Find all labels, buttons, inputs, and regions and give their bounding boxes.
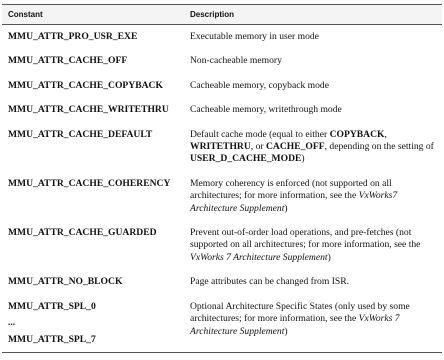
- description-text: Prevent out-of-order load operations, an…: [190, 227, 421, 251]
- description-text: , or: [250, 141, 266, 153]
- description-cell: Prevent out-of-order load operations, an…: [184, 221, 442, 270]
- description-cell: Cacheable memory, writethrough mode: [184, 98, 442, 122]
- description-text: Optional Architecture Specific States (o…: [190, 300, 410, 325]
- constant-name: MMU_ATTR_CACHE_COPYBACK: [8, 79, 163, 91]
- description-cell: Default cache mode (equal to either COPY…: [184, 123, 442, 172]
- description-cell: Cacheable memory, copyback mode: [184, 74, 442, 98]
- description-cell: Non-cacheable memory: [184, 49, 442, 73]
- description-text: USER_D_CACHE_MODE: [190, 153, 302, 165]
- description-cell: Optional Architecture Specific States (o…: [184, 294, 442, 353]
- header-cell: Constant: [2, 4, 184, 25]
- table-row: MMU_ATTR_CACHE_COPYBACK Cacheable memory,…: [2, 74, 442, 98]
- description-text: ): [327, 251, 331, 263]
- description-text: COPYBACK: [329, 128, 385, 140]
- description-text: ,: [384, 128, 387, 140]
- description-text: CACHE_OFF: [265, 141, 325, 153]
- description-text: Cacheable memory, copyback mode: [190, 79, 329, 91]
- header-row: Constant Description: [2, 4, 442, 25]
- table-row: MMU_ATTR_NO_BLOCK Page attributes can be …: [2, 270, 442, 294]
- constant-name: MMU_ATTR_CACHE_WRITETHRU: [8, 104, 169, 116]
- table-body: MMU_ATTR_PRO_USR_EXE Executable memory in…: [2, 25, 442, 353]
- table-row: MMU_ATTR_SPL_0... MMU_ATTR_SPL_7 Optional …: [2, 294, 442, 353]
- description-text: Memory coherency is enforced (not suppor…: [190, 177, 392, 202]
- constant-name: ...: [8, 317, 16, 329]
- description-text: Non-cacheable memory: [190, 55, 282, 67]
- header-cell: Description: [184, 4, 442, 25]
- constant-cell: MMU_ATTR_CACHE_GUARDED: [2, 221, 184, 270]
- constant-cell: MMU_ATTR_CACHE_COHERENCY: [2, 172, 184, 221]
- table-row: MMU_ATTR_CACHE_COHERENCY Memory coherency…: [2, 172, 442, 221]
- description-text: Default cache mode (equal to either: [190, 128, 330, 140]
- description-text: VxWorks 7 Architecture Supplement: [190, 251, 328, 263]
- description-cell: Page attributes can be changed from ISR.: [184, 270, 442, 294]
- description-text: Executable memory in user mode: [190, 31, 319, 42]
- description-text: , depending on the setting of: [324, 141, 434, 153]
- description-text: WRITETHRU: [190, 141, 251, 153]
- constant-name: MMU_ATTR_NO_BLOCK: [8, 276, 123, 288]
- constant-name: MMU_ATTR_CACHE_OFF: [8, 55, 128, 67]
- description-text: ): [284, 202, 288, 214]
- description-text: ): [301, 153, 305, 165]
- constant-cell: MMU_ATTR_CACHE_WRITETHRU: [2, 98, 184, 122]
- constants-table: Constant Description MMU_ATTR_PRO_USR_EX…: [2, 4, 442, 353]
- table-row: MMU_ATTR_CACHE_WRITETHRU Cacheable memory…: [2, 98, 442, 122]
- description-text: VxWorks 7 Architecture Supplement: [190, 313, 400, 337]
- description-cell: Executable memory in user mode: [184, 25, 442, 50]
- constant-name: MMU_ATTR_CACHE_GUARDED: [8, 227, 157, 239]
- description-text: Cacheable memory, writethrough mode: [190, 104, 342, 116]
- constant-cell: MMU_ATTR_SPL_0... MMU_ATTR_SPL_7: [2, 294, 184, 353]
- table-row: MMU_ATTR_CACHE_OFF Non-cacheable memory: [2, 49, 442, 73]
- constant-cell: MMU_ATTR_CACHE_COPYBACK: [2, 74, 184, 98]
- constant-cell: MMU_ATTR_NO_BLOCK: [2, 270, 184, 294]
- constant-cell: MMU_ATTR_PRO_USR_EXE: [2, 25, 184, 50]
- description-text: Page attributes can be changed from ISR.: [190, 276, 350, 288]
- table-row: MMU_ATTR_PRO_USR_EXE Executable memory in…: [2, 25, 442, 50]
- constant-cell: MMU_ATTR_CACHE_OFF: [2, 49, 184, 73]
- constant-name: MMU_ATTR_CACHE_DEFAULT: [8, 128, 153, 140]
- constant-cell: MMU_ATTR_CACHE_DEFAULT: [2, 123, 184, 172]
- constant-name: MMU_ATTR_PRO_USR_EXE: [8, 31, 138, 42]
- description-cell: Memory coherency is enforced (not suppor…: [184, 172, 442, 221]
- description-text: ): [284, 325, 288, 337]
- table-row: MMU_ATTR_CACHE_GUARDED Prevent out-of-ord…: [2, 221, 442, 270]
- constant-name: MMU_ATTR_SPL_0: [8, 300, 96, 312]
- constant-name: MMU_ATTR_CACHE_COHERENCY: [8, 177, 171, 189]
- description-text: VxWorks7 Architecture Supplement: [190, 190, 398, 214]
- table-row: MMU_ATTR_CACHE_DEFAULT Default cache mode…: [2, 123, 442, 172]
- constant-name: MMU_ATTR_SPL_7: [8, 333, 96, 345]
